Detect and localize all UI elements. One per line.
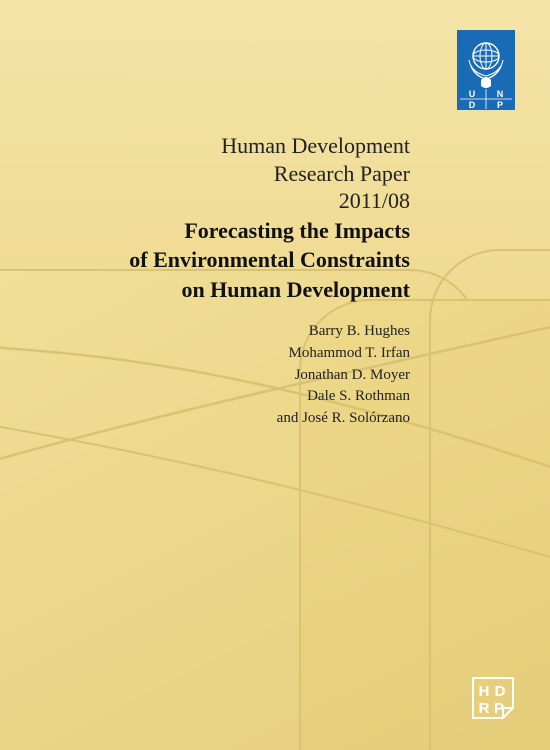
undp-letter-u: U: [469, 89, 476, 99]
author-name: Mohammod T. Irfan: [50, 343, 410, 365]
author-name: Jonathan D. Moyer: [50, 365, 410, 387]
cover-page: U N D P Human Development Research Paper…: [0, 0, 550, 750]
author-name: and José R. Solórzano: [50, 408, 410, 430]
paper-title-line: of Environmental Constraints: [50, 246, 410, 274]
undp-logo-icon: U N D P: [457, 30, 515, 110]
title-block: Human Development Research Paper 2011/08…: [50, 132, 410, 430]
undp-letter-n: N: [497, 89, 504, 99]
hdrp-letter-h: H: [479, 683, 490, 700]
author-name: Dale S. Rothman: [50, 386, 410, 408]
paper-title-line: Forecasting the Impacts: [50, 217, 410, 245]
hdrp-letter-r: R: [479, 700, 490, 717]
undp-letter-p: P: [497, 100, 503, 110]
hdrp-logo-icon: H D R P: [471, 676, 515, 720]
series-line: 2011/08: [50, 187, 410, 215]
hdrp-letter-d: D: [495, 683, 506, 700]
author-name: Barry B. Hughes: [50, 321, 410, 343]
series-line: Research Paper: [50, 160, 410, 188]
series-line: Human Development: [50, 132, 410, 160]
content-layer: U N D P Human Development Research Paper…: [0, 0, 550, 750]
hdrp-letter-p: P: [494, 700, 504, 717]
undp-letter-d: D: [469, 100, 476, 110]
authors-block: Barry B. Hughes Mohammod T. Irfan Jonath…: [50, 321, 410, 430]
paper-title-line: on Human Development: [50, 276, 410, 304]
